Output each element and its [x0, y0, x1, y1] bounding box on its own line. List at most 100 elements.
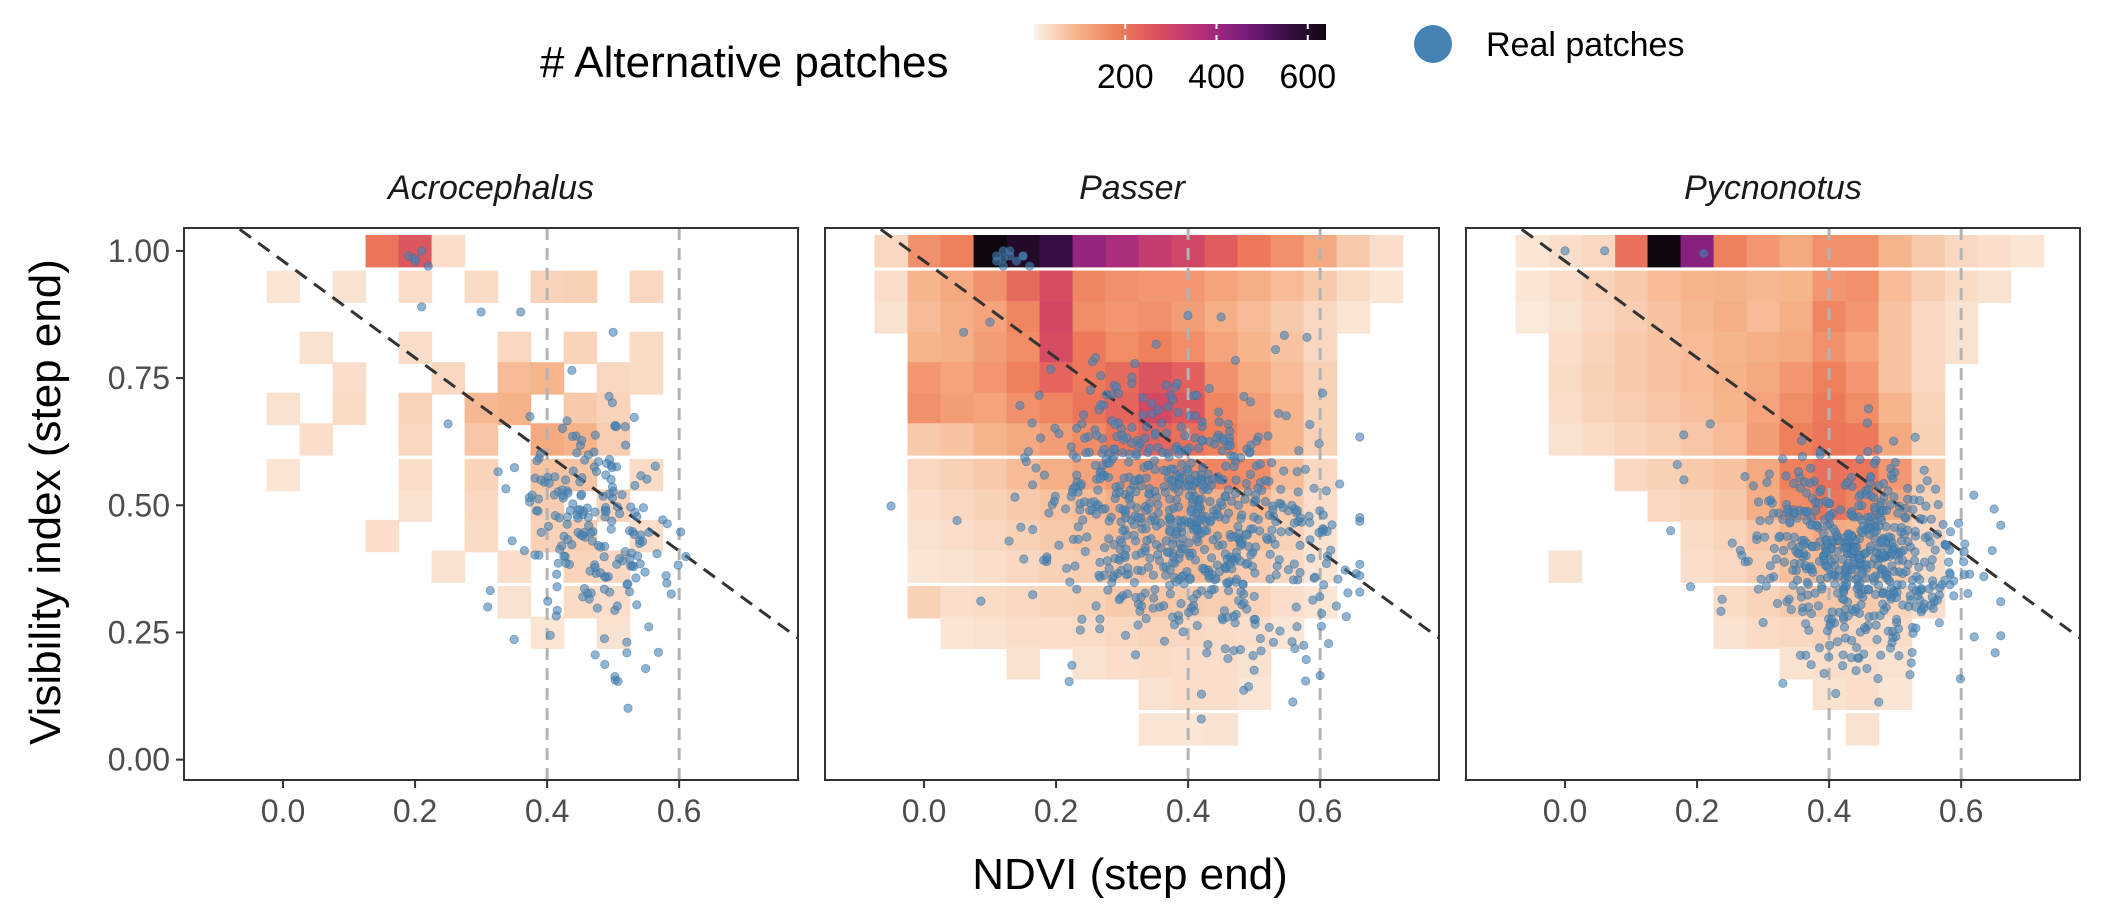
real-patch-point [554, 513, 564, 523]
real-patch-point [1168, 612, 1178, 622]
real-patch-point [886, 501, 896, 511]
real-patch-point [1255, 633, 1265, 644]
heat-bin [1581, 362, 1616, 395]
heat-bin [973, 489, 1008, 522]
heat-bin [1845, 362, 1880, 395]
heat-bin [1138, 647, 1173, 680]
heat-bin [266, 392, 301, 426]
real-patch-point [1265, 549, 1275, 560]
heat-bin [1680, 458, 1715, 492]
heat-bin [629, 362, 664, 395]
real-patch-point [567, 431, 578, 441]
real-patch-point [1104, 534, 1114, 544]
real-patch-point [1194, 501, 1205, 511]
real-patch-point [1145, 553, 1155, 563]
real-patch-point [1299, 640, 1309, 650]
real-patch-point [1772, 598, 1783, 609]
real-patch-point [493, 467, 503, 477]
heat-bin [1680, 550, 1715, 583]
real-patch-point [1202, 648, 1212, 658]
real-patch-point [1050, 423, 1060, 433]
real-patch-point [1785, 517, 1795, 527]
real-patch-point [623, 703, 633, 713]
real-patch-point [1025, 261, 1035, 271]
real-patch-point [1945, 527, 1956, 537]
real-patch-point [575, 505, 585, 515]
real-patch-point [1039, 470, 1050, 480]
real-patch-point [1176, 522, 1187, 532]
real-patch-point [1276, 484, 1286, 495]
heat-bin [563, 270, 598, 304]
real-patch-point [1305, 535, 1315, 545]
real-patch-point [1666, 526, 1676, 536]
real-patch-point [1284, 526, 1294, 536]
real-patch-point [1831, 688, 1841, 699]
real-patch-point [1883, 486, 1893, 496]
real-patch-point [1811, 520, 1821, 530]
real-patch-point [1911, 586, 1921, 596]
real-patch-point [617, 490, 627, 500]
real-patch-point [604, 391, 614, 401]
real-patch-point [1832, 637, 1843, 647]
real-patch-point [552, 582, 562, 592]
real-patch-point [1843, 529, 1854, 539]
heat-bin [1006, 423, 1041, 456]
real-patch-point [1237, 510, 1247, 520]
heat-bin [1614, 362, 1649, 395]
x-tick-label: 0.2 [1034, 793, 1078, 829]
heat-bin [940, 519, 975, 553]
real-patch-point [1839, 622, 1850, 632]
real-patch-point [1903, 483, 1913, 493]
heat-bin [1779, 301, 1814, 334]
real-patch-point [1212, 560, 1222, 570]
real-patch-point [1245, 469, 1256, 480]
real-patch-point [1253, 483, 1263, 493]
heat-bin [365, 519, 400, 553]
real-patch-point [1896, 527, 1906, 537]
real-patch-point [1078, 515, 1088, 525]
real-patch-point [1830, 527, 1841, 537]
real-patch-point [1877, 548, 1887, 558]
real-patch-point [1811, 505, 1821, 515]
real-patch-point [626, 502, 636, 512]
y-axis-title: Visibility index (step end) [21, 259, 70, 745]
real-patch-point [1235, 556, 1245, 566]
real-patch-point [1177, 459, 1187, 470]
heat-bin [973, 423, 1008, 456]
heat-bin [940, 586, 975, 619]
real-patch-point [1861, 560, 1871, 570]
real-patch-point [1928, 576, 1938, 586]
legend: # Alternative patches 200 400 600 Real pat… [540, 24, 1684, 96]
real-patch-point [1278, 503, 1288, 513]
heat-bin [299, 331, 334, 365]
real-patch-point [1077, 614, 1087, 624]
real-patch-point [1165, 589, 1175, 599]
real-patch-point [1840, 563, 1851, 574]
heat-bin [1845, 331, 1880, 365]
real-patch-point [1753, 584, 1763, 594]
real-patch-point [1073, 522, 1083, 532]
real-patch-point [519, 546, 529, 556]
fill-legend-tick-label: 600 [1279, 58, 1336, 96]
real-patch-point [1161, 380, 1171, 390]
real-patch-point [1064, 676, 1074, 687]
heat-bin [1647, 301, 1682, 334]
heat-bin [1614, 331, 1649, 365]
real-patch-point [1735, 545, 1745, 555]
real-patch-point [1138, 410, 1148, 420]
heat-bin [431, 362, 466, 395]
real-patch-point [1159, 636, 1170, 646]
real-patch-point [1114, 595, 1124, 605]
heat-bin [1138, 362, 1173, 395]
real-patch-point [1600, 246, 1610, 256]
heat-bin [596, 362, 631, 395]
real-patch-point [1149, 456, 1160, 466]
real-patch-point [1930, 484, 1941, 494]
real-patch-point [1315, 670, 1325, 681]
real-patch-point [1141, 524, 1151, 534]
heat-bin [1237, 234, 1272, 268]
real-patch-point [1104, 563, 1114, 574]
real-patch-point [1184, 538, 1194, 548]
real-patch-point [1019, 554, 1029, 564]
real-patch-point [572, 448, 582, 458]
